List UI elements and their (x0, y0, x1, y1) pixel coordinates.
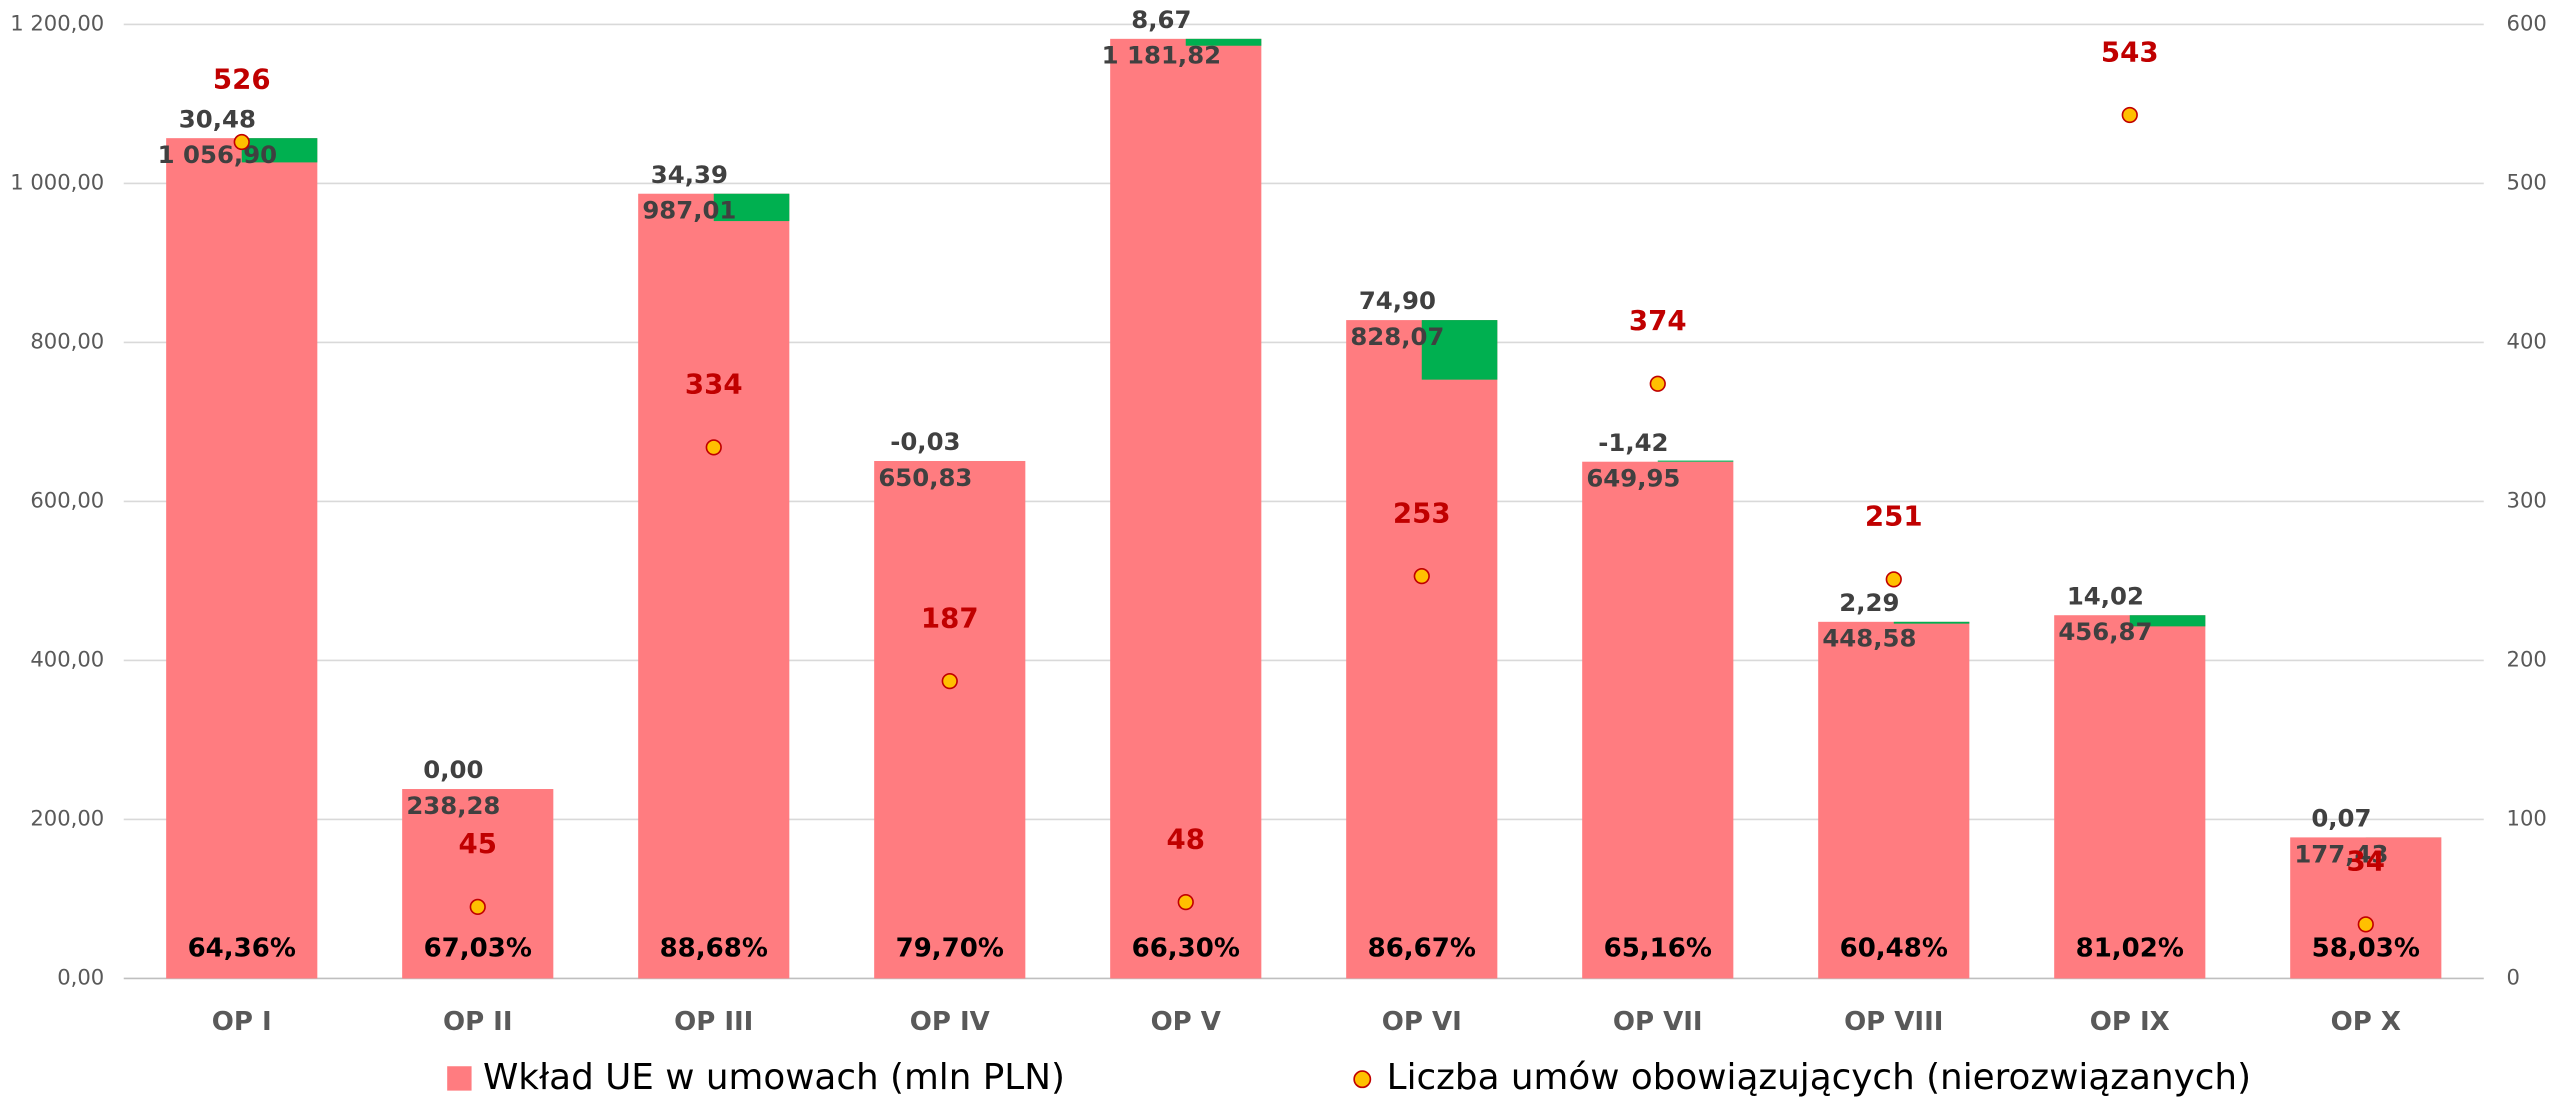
increment-bar (2129, 615, 2206, 627)
increment-label: 74,90 (1359, 286, 1436, 315)
increment-bar (1893, 621, 1970, 624)
value-label: 828,07 (1350, 322, 1444, 351)
y-tick-label: 1 200,00 (10, 10, 104, 35)
increment-label: 0,07 (2311, 804, 2371, 833)
value-label: 987,01 (642, 196, 736, 225)
x-tick-label: OP IV (910, 1007, 990, 1037)
bar (1346, 320, 1498, 979)
bar (166, 138, 318, 979)
y2-tick-label: 400 (2507, 328, 2547, 353)
count-dot (941, 672, 958, 690)
value-label: 456,87 (2058, 617, 2152, 646)
count-label: 251 (1865, 500, 1923, 533)
bar (2290, 837, 2442, 979)
bar (874, 461, 1026, 979)
bar (402, 789, 554, 979)
x-tick-label: OP X (2331, 1007, 2401, 1037)
y-tick-label: 600,00 (30, 487, 104, 512)
legend-swatch (447, 1066, 472, 1091)
bar (638, 193, 790, 979)
count-label: 48 (1167, 822, 1205, 855)
x-tick-label: OP V (1151, 1007, 1221, 1037)
increment-label: -0,03 (890, 427, 960, 456)
share-label: 66,30% (1132, 934, 1240, 964)
value-label: 448,58 (1822, 624, 1916, 653)
increment-bar (241, 138, 318, 163)
x-tick-label: OP II (443, 1007, 513, 1037)
count-label: 187 (921, 601, 979, 634)
increment-bar (1657, 460, 1734, 462)
count-dot (2357, 916, 2374, 933)
count-label: 374 (1629, 304, 1687, 337)
y2-tick-label: 500 (2507, 169, 2547, 194)
y-tick-label: 800,00 (30, 328, 104, 353)
bar (1818, 621, 1970, 979)
increment-label: 14,02 (2067, 581, 2144, 610)
count-label: 253 (1393, 496, 1451, 529)
count-dot (1413, 568, 1430, 585)
count-dot (2121, 106, 2138, 124)
y-tick-label: 200,00 (30, 805, 104, 830)
legend-swatch (1353, 1070, 1372, 1089)
share-label: 64,36% (188, 934, 296, 964)
y2-tick-label: 300 (2507, 487, 2547, 512)
share-label: 86,67% (1368, 934, 1476, 964)
count-dot (1177, 894, 1194, 911)
share-label: 88,68% (660, 934, 768, 964)
x-tick-label: OP I (212, 1007, 272, 1037)
share-label: 60,48% (1840, 934, 1948, 964)
share-label: 81,02% (2076, 934, 2184, 964)
legend-label: Wkład UE w umowach (mln PLN) (483, 1057, 1065, 1098)
increment-label: 0,00 (423, 755, 483, 784)
count-dot (1885, 571, 1902, 588)
increment-bar (1185, 38, 1262, 46)
increment-label: 8,67 (1131, 5, 1191, 34)
share-label: 67,03% (424, 934, 532, 964)
count-label: 34 (2347, 845, 2385, 878)
legend-label: Liczba umów obowiązujących (nierozwiązan… (1387, 1057, 2251, 1098)
value-label: 177,43 (2294, 839, 2388, 868)
share-label: 58,03% (2312, 934, 2420, 964)
count-label: 543 (2101, 35, 2159, 68)
x-tick-label: OP VIII (1844, 1007, 1943, 1037)
count-label: 45 (459, 827, 497, 860)
y2-tick-label: 100 (2507, 805, 2547, 830)
count-dot (705, 439, 722, 456)
x-tick-label: OP VII (1613, 1007, 1703, 1037)
increment-label: 2,29 (1839, 588, 1899, 617)
y2-tick-label: 0 (2507, 964, 2520, 989)
x-tick-label: OP III (674, 1007, 753, 1037)
share-label: 65,16% (1604, 934, 1712, 964)
increment-label: 30,48 (179, 104, 256, 133)
increment-label: -1,42 (1598, 428, 1668, 457)
y2-tick-label: 600 (2507, 10, 2547, 35)
count-label: 334 (685, 368, 743, 401)
count-dot (469, 898, 486, 916)
count-label: 526 (213, 62, 271, 95)
increment-bar (1421, 320, 1498, 380)
increment-label: 34,39 (651, 160, 728, 189)
value-label: 1 181,82 (1102, 41, 1222, 70)
y-tick-label: 1 000,00 (10, 169, 104, 194)
count-dot (233, 133, 250, 151)
y-tick-label: 400,00 (30, 646, 104, 671)
bar (1582, 461, 1734, 979)
value-label: 649,95 (1586, 464, 1680, 493)
bar (2054, 615, 2206, 979)
count-dot (1649, 375, 1666, 392)
value-label: 650,83 (878, 463, 972, 492)
x-tick-label: OP VI (1382, 1007, 1462, 1037)
bar (1110, 38, 1262, 979)
y2-tick-label: 200 (2507, 646, 2547, 671)
x-tick-label: OP IX (2090, 1007, 2170, 1037)
y-tick-label: 0,00 (57, 964, 104, 989)
share-label: 79,70% (896, 934, 1004, 964)
value-label: 1 056,90 (158, 140, 278, 169)
increment-bar (713, 193, 790, 222)
value-label: 238,28 (406, 791, 500, 820)
